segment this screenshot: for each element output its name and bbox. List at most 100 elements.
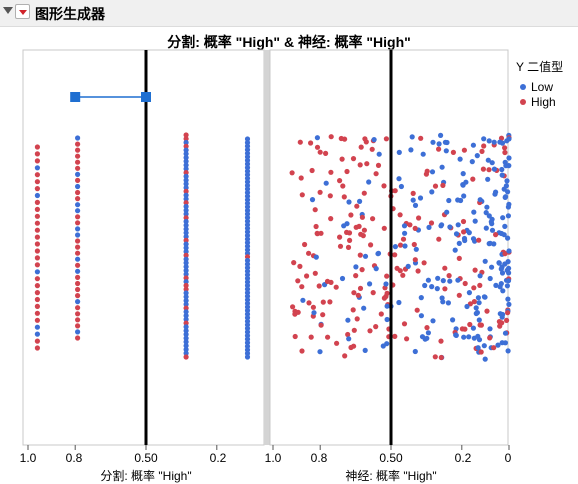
point-high <box>34 345 41 351</box>
window-title: 图形生成器 <box>35 6 105 22</box>
point-low <box>464 303 470 310</box>
point-low <box>422 336 428 342</box>
point-low <box>438 132 444 138</box>
point-low <box>183 147 189 153</box>
point-high <box>75 214 81 220</box>
point-high <box>415 268 421 274</box>
point-low <box>244 350 251 356</box>
point-high <box>308 334 314 340</box>
point-high <box>328 134 334 140</box>
point-high <box>320 312 326 318</box>
point-low <box>183 350 189 356</box>
point-low <box>183 241 189 247</box>
point-high <box>75 147 81 153</box>
point-low <box>493 282 499 288</box>
point-high <box>355 292 361 298</box>
point-low <box>496 260 502 266</box>
point-low <box>183 211 189 217</box>
point-high <box>357 252 363 258</box>
point-low <box>501 232 507 238</box>
point-low <box>384 316 390 323</box>
point-high <box>502 149 508 156</box>
point-high <box>183 354 189 360</box>
point-high <box>401 321 408 327</box>
point-high <box>412 257 418 263</box>
point-low <box>183 335 189 341</box>
collapse-triangle-icon[interactable] <box>3 7 13 14</box>
point-low <box>244 257 251 264</box>
point-high <box>183 132 189 138</box>
point-low <box>499 166 505 173</box>
point-low <box>75 183 81 190</box>
point-high <box>295 309 301 315</box>
point-high <box>438 338 444 344</box>
point-high <box>337 234 343 240</box>
point-low <box>183 158 189 164</box>
point-high <box>299 348 305 354</box>
point-high <box>183 320 189 326</box>
left-panel-frame <box>22 49 265 446</box>
point-high <box>350 307 356 313</box>
legend-item-high[interactable]: High <box>520 95 556 109</box>
point-low <box>500 311 506 318</box>
point-high <box>183 215 189 221</box>
point-low <box>244 268 251 274</box>
point-low <box>455 222 461 228</box>
point-low <box>481 294 487 300</box>
point-low <box>475 345 481 351</box>
point-low <box>471 335 477 341</box>
point-high <box>361 227 367 233</box>
point-low <box>491 139 497 145</box>
point-low <box>183 290 189 296</box>
point-high <box>477 282 483 288</box>
point-high <box>75 262 81 268</box>
point-low <box>455 277 461 283</box>
point-high <box>314 144 321 150</box>
point-low <box>418 295 424 301</box>
left-x-tick: 0.8 <box>65 451 83 465</box>
point-high <box>361 190 367 196</box>
point-low <box>502 159 508 165</box>
point-high <box>368 242 374 248</box>
point-low <box>244 161 251 167</box>
point-high <box>34 144 41 150</box>
point-high <box>299 192 305 198</box>
point-low <box>244 200 251 206</box>
point-low <box>466 290 472 296</box>
point-high <box>381 295 387 301</box>
point-high <box>404 336 410 342</box>
point-high <box>34 296 41 303</box>
point-high <box>338 135 344 142</box>
point-low <box>244 190 251 196</box>
legend-title: Y 二值型 <box>516 60 564 74</box>
point-high <box>442 265 448 271</box>
red-menu-triangle-icon[interactable] <box>15 4 30 19</box>
point-low <box>497 284 503 290</box>
point-high <box>346 230 353 236</box>
point-low <box>499 270 506 276</box>
point-high <box>183 286 189 292</box>
point-low <box>500 215 506 221</box>
point-high <box>362 136 368 142</box>
point-low <box>436 141 442 147</box>
point-high <box>75 189 81 196</box>
point-high <box>34 283 41 289</box>
point-low <box>487 326 493 332</box>
point-high <box>34 290 41 296</box>
legend-item-low[interactable]: Low <box>520 80 553 94</box>
point-high <box>295 278 301 284</box>
point-low <box>425 330 431 336</box>
point-low <box>244 225 251 231</box>
point-high <box>75 165 81 171</box>
point-high <box>484 308 490 314</box>
point-low <box>244 150 251 156</box>
point-high <box>369 146 375 152</box>
point-low <box>472 218 478 224</box>
point-high <box>75 317 81 323</box>
point-high <box>75 280 81 287</box>
point-low <box>470 142 476 148</box>
point-high <box>381 183 387 189</box>
point-low <box>483 210 489 216</box>
point-low <box>461 235 468 242</box>
point-low <box>244 172 251 178</box>
